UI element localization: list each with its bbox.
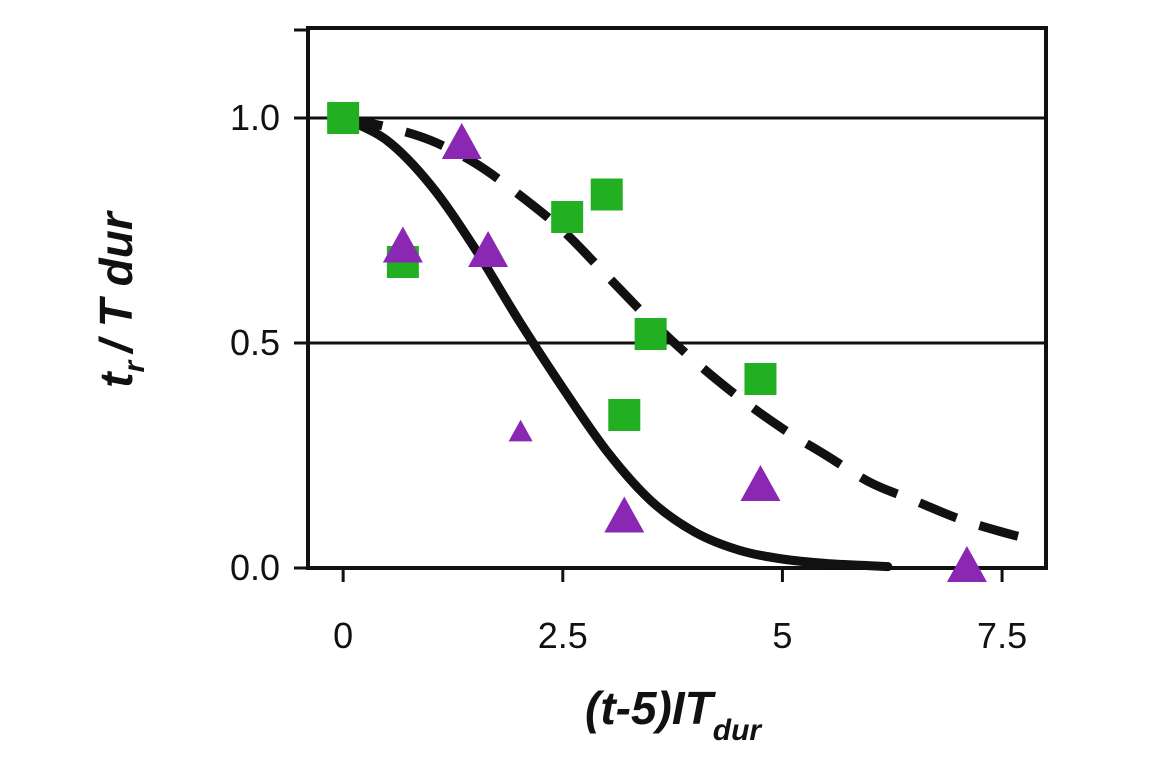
square-marker-4 bbox=[634, 318, 667, 350]
square-marker-6 bbox=[744, 363, 777, 395]
x-axis-title-main: (t-5)IT bbox=[585, 682, 717, 734]
dashed-curve bbox=[342, 113, 1039, 546]
square-marker-3 bbox=[590, 178, 623, 211]
triangle-marker-4 bbox=[604, 496, 645, 533]
y-axis-title-sub: r bbox=[118, 358, 151, 372]
triangle-marker-2 bbox=[468, 231, 509, 267]
axes: 0.0 0.5 1.0 0 2.5 5 7.5 bbox=[230, 28, 1027, 656]
x-tick-label-1: 2.5 bbox=[538, 615, 588, 656]
x-tick-label-2: 5 bbox=[772, 615, 792, 656]
grid-lines bbox=[308, 116, 1046, 345]
square-marker-2 bbox=[551, 201, 584, 233]
y-tick-label-0: 0.0 bbox=[230, 547, 280, 588]
x-axis-title: (t-5)ITdur bbox=[585, 682, 763, 747]
y-tick-label-1: 0.5 bbox=[230, 322, 280, 363]
y-axis-title-main1: t bbox=[90, 371, 142, 388]
triangle-marker-3 bbox=[508, 419, 533, 442]
triangle-marker-1 bbox=[441, 123, 482, 159]
y-axis-title-main2: / T dur bbox=[90, 210, 142, 355]
y-tick-label-2: 1.0 bbox=[230, 97, 280, 138]
y-axis-title: tr / T dur bbox=[90, 210, 151, 388]
curves bbox=[338, 113, 1039, 572]
solid-curve bbox=[338, 113, 893, 572]
triangle-marker-0 bbox=[382, 226, 423, 263]
square-marker-5 bbox=[608, 399, 641, 431]
square-marker-0 bbox=[327, 102, 360, 134]
markers bbox=[327, 102, 987, 582]
triangle-marker-5 bbox=[740, 465, 781, 501]
plot-frame bbox=[306, 26, 1048, 570]
triangle-marker-6 bbox=[946, 546, 987, 582]
x-tick-label-3: 7.5 bbox=[977, 615, 1027, 656]
x-tick-label-0: 0 bbox=[333, 615, 353, 656]
x-axis-title-sub: dur bbox=[713, 714, 764, 747]
